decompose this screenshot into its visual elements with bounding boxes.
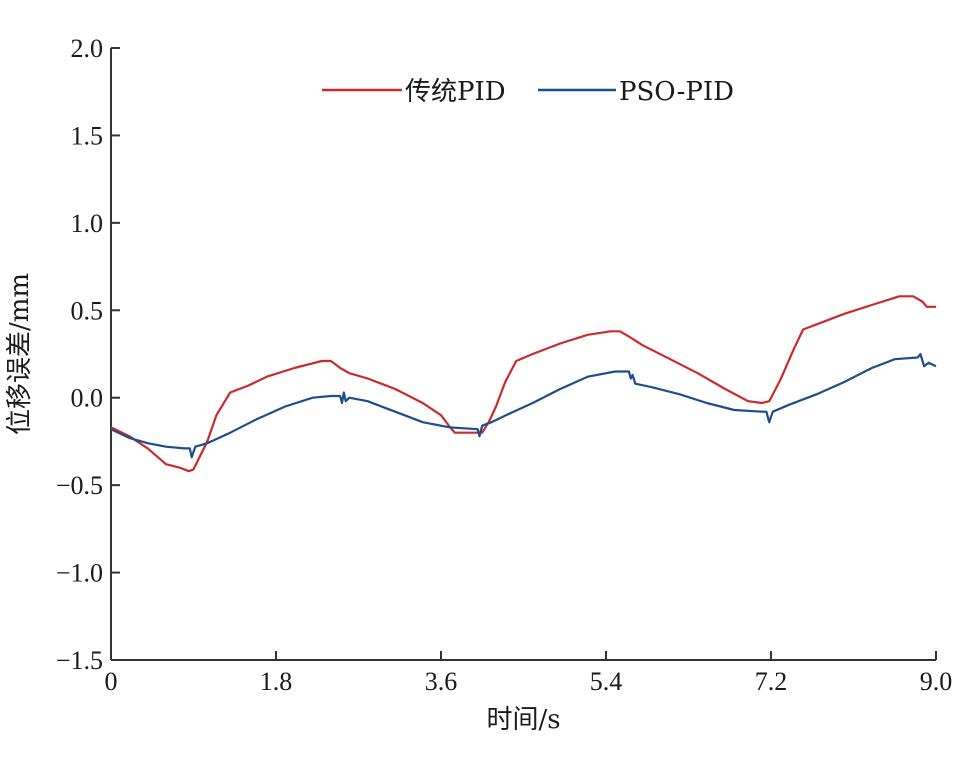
y-tick-label: −1.0 — [56, 559, 103, 588]
y-tick-label: −1.5 — [56, 646, 103, 675]
y-tick-label: 1.0 — [71, 209, 104, 238]
legend-label-pso-pid: PSO-PID — [619, 77, 734, 107]
series-line-traditional-pid — [110, 295, 936, 473]
series-line-pso-pid — [110, 352, 937, 459]
x-tick-label: 0 — [105, 667, 118, 696]
x-tick-label: 5.4 — [590, 667, 623, 696]
x-tick-label: 3.6 — [425, 667, 458, 696]
x-tick-label: 7.2 — [755, 667, 788, 696]
x-tick-label: 1.8 — [260, 667, 293, 696]
y-tick-label: 1.5 — [71, 121, 104, 150]
x-tick-label: 9.0 — [920, 667, 953, 696]
y-tick-label: 0.0 — [71, 384, 104, 413]
y-axis-title: 位移误差/mm — [5, 273, 35, 435]
y-tick-label: −0.5 — [56, 471, 103, 500]
legend: 传统PID PSO-PID — [322, 77, 734, 107]
y-ticks: −1.5 −1.0 −0.5 0.0 0.5 1.0 1.5 2.0 — [56, 34, 120, 675]
axes — [110, 48, 936, 661]
legend-label-traditional-pid: 传统PID — [405, 77, 506, 107]
x-ticks: 0 1.8 3.6 5.4 7.2 9.0 — [105, 651, 953, 696]
y-tick-label: 2.0 — [71, 34, 104, 63]
series-layer — [110, 295, 937, 473]
x-axis-title: 时间/s — [486, 705, 560, 735]
y-tick-label: 0.5 — [71, 296, 104, 325]
